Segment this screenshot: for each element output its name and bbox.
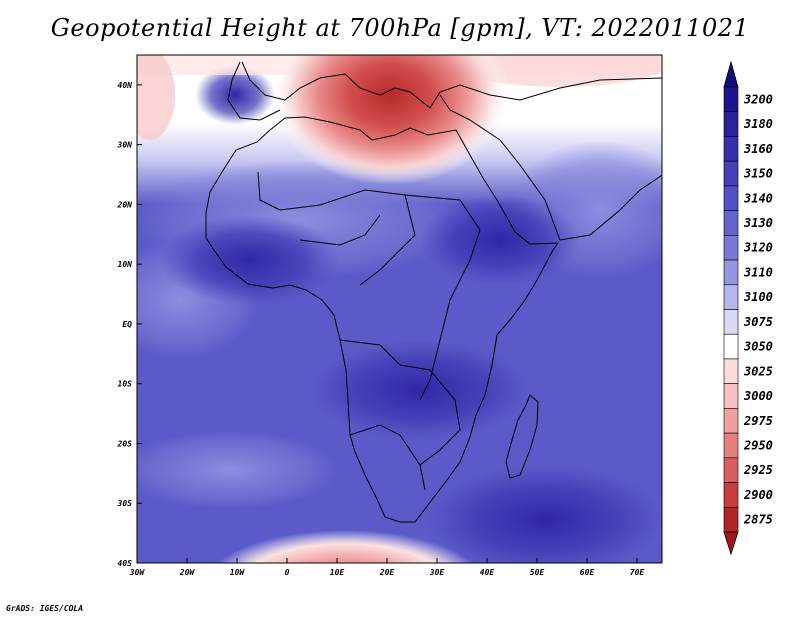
x-tick-label: 20E <box>379 568 395 577</box>
colorbar: 3200 3180 3160 3150 3140 3130 3120 3110 3100 3075… <box>723 60 773 556</box>
colorbar-swatch <box>723 235 739 261</box>
border-2 <box>404 194 481 401</box>
border-4 <box>349 424 426 491</box>
x-tick-label: 40E <box>480 568 495 577</box>
colorbar-swatch <box>723 383 739 409</box>
y-tick-label: 10S <box>118 380 133 389</box>
colorbar-label: 2900 <box>743 488 773 502</box>
colorbar-swatch <box>723 185 739 211</box>
x-tick-label: 30W <box>129 568 146 577</box>
field-med-low <box>270 55 510 185</box>
border-5 <box>299 214 381 246</box>
x-tick-label: 10W <box>230 568 246 577</box>
y-axis: 40N 30N 20N 10N EQ 10S 20S 30S 40S <box>117 81 142 568</box>
colorbar-swatch <box>723 111 739 137</box>
y-tick-label: 40N <box>118 81 133 90</box>
x-tick-label: 70E <box>630 568 645 577</box>
colorbar-swatch <box>723 432 739 459</box>
x-tick-label: 50E <box>530 568 545 577</box>
colorbar-label: 3025 <box>743 364 773 378</box>
map-frame <box>136 54 663 564</box>
colorbar-swatch <box>723 506 739 533</box>
x-tick-label: 30E <box>429 568 445 577</box>
border-3 <box>339 339 461 466</box>
y-tick-label: 20N <box>117 200 133 209</box>
y-tick-label: 40S <box>118 559 133 568</box>
coast-europe <box>241 61 662 109</box>
colorbar-top-arrow <box>723 60 739 88</box>
coast-africa <box>205 116 559 523</box>
field-south-low <box>216 530 474 563</box>
colorbar-swatch <box>723 259 739 286</box>
x-tick-label: 10E <box>330 568 345 577</box>
plot-title: Geopotential Height at 700hPa [gpm], VT:… <box>50 14 750 42</box>
colorbar-label: 3075 <box>743 315 773 329</box>
x-tick-label: 20W <box>179 568 196 577</box>
colorbar-swatch <box>723 160 739 187</box>
colorbar-label: 3150 <box>743 167 773 181</box>
colorbar-label: 2925 <box>743 463 773 477</box>
colorbar-label: 3140 <box>743 191 773 205</box>
height-field <box>137 55 662 563</box>
colorbar-label: 3180 <box>743 117 773 131</box>
x-tick-label: 60E <box>580 568 595 577</box>
colorbar-swatch <box>723 136 739 162</box>
colorbar-swatch <box>723 358 739 384</box>
field-eafrica-deep <box>420 195 580 285</box>
colorbar-label: 2875 <box>743 513 773 527</box>
x-tick-label: 0 <box>285 568 290 577</box>
coast-iberia <box>227 61 281 121</box>
footer-credit: GrADS: IGES/COLA <box>6 604 84 613</box>
colorbar-swatch <box>723 284 739 310</box>
border-6 <box>439 94 471 121</box>
colorbar-swatch <box>723 86 739 113</box>
y-tick-label: EQ <box>122 320 132 329</box>
y-tick-label: 20S <box>117 439 133 448</box>
y-tick-label: 10N <box>118 260 133 269</box>
x-axis: 30W 20W 10W 0 10E 20E 30E 40E 50E 60E 70E <box>129 558 645 577</box>
colorbar-label: 3200 <box>743 92 773 106</box>
colorbar-label: 3110 <box>743 265 773 279</box>
border-1 <box>257 171 416 286</box>
colorbar-label: 3000 <box>743 389 773 403</box>
colorbar-label: 2975 <box>743 414 773 428</box>
field-central-deep <box>310 340 530 440</box>
field-se-deep <box>425 465 662 563</box>
colorbar-label: 3100 <box>743 290 773 304</box>
colorbar-bottom-arrow <box>723 531 739 556</box>
colorbar-swatch <box>723 457 739 483</box>
field-sw-light <box>137 430 340 510</box>
colorbar-label: 3160 <box>743 142 773 156</box>
coastlines <box>205 61 662 523</box>
colorbar-label: 3120 <box>743 241 773 255</box>
coast-madagascar <box>505 394 539 479</box>
field-wafrica-deep <box>160 215 340 305</box>
colorbar-swatch <box>723 309 739 335</box>
colorbar-swatch <box>723 333 739 360</box>
colorbar-label: 3130 <box>743 216 773 230</box>
field-west-pink <box>137 55 175 140</box>
colorbar-swatch <box>723 210 739 236</box>
colorbar-label: 3050 <box>743 340 773 354</box>
y-tick-label: 30S <box>117 499 133 508</box>
colorbar-label: 2950 <box>743 438 773 452</box>
coast-arabia <box>469 119 662 241</box>
colorbar-swatch <box>723 482 739 508</box>
colorbar-swatch <box>723 408 739 434</box>
y-tick-label: 30N <box>117 141 133 150</box>
field-iberia-deep <box>195 65 275 125</box>
